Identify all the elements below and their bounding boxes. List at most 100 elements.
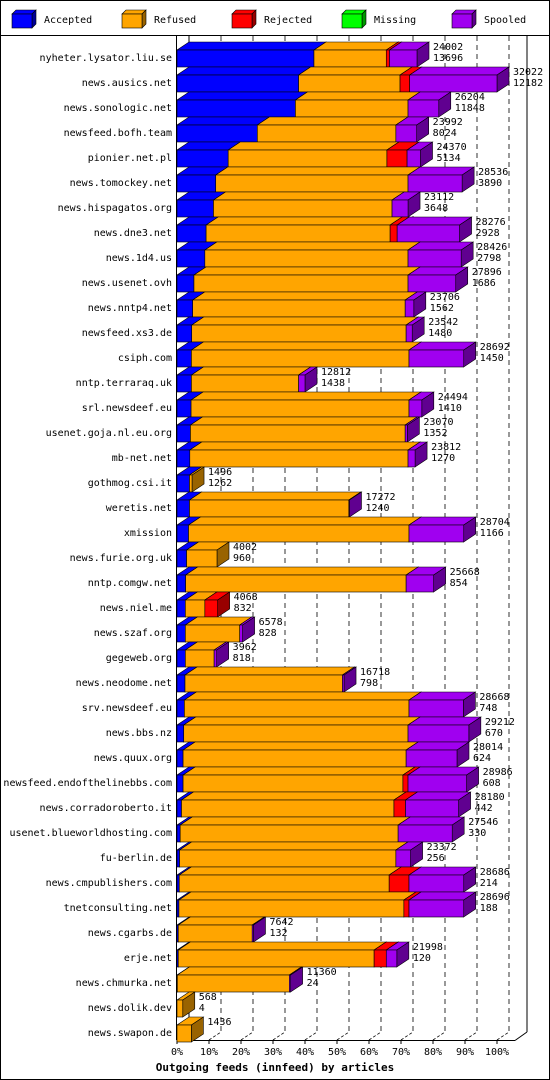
legend-swatch bbox=[11, 13, 33, 29]
bar-top bbox=[191, 291, 419, 301]
bar bbox=[176, 349, 192, 368]
bar-top bbox=[182, 741, 420, 751]
total-label: 27546 bbox=[468, 817, 498, 828]
bar bbox=[298, 374, 306, 393]
bar bbox=[190, 424, 406, 443]
bar bbox=[176, 274, 195, 293]
bar bbox=[289, 974, 291, 993]
accepted-label: 24 bbox=[307, 978, 319, 989]
bar-top bbox=[212, 191, 406, 201]
bar bbox=[176, 199, 214, 218]
bar bbox=[183, 724, 409, 743]
x-tick-label: 30% bbox=[264, 1047, 282, 1058]
bar bbox=[185, 574, 407, 593]
bar bbox=[348, 499, 350, 518]
y-tick-label: news.tomockey.net bbox=[70, 178, 172, 189]
total-label: 4002 bbox=[233, 542, 257, 553]
accepted-label: 11848 bbox=[455, 103, 485, 114]
legend-label: Refused bbox=[154, 15, 196, 26]
bar bbox=[179, 824, 399, 843]
y-tick-label: xmission bbox=[124, 528, 172, 539]
bar bbox=[184, 699, 410, 718]
bar-top bbox=[176, 66, 312, 76]
bar bbox=[402, 774, 409, 793]
bar bbox=[184, 674, 343, 693]
bar bbox=[295, 99, 409, 118]
bar-top bbox=[190, 366, 312, 376]
bar-top bbox=[227, 141, 400, 151]
accepted-label: 188 bbox=[480, 903, 498, 914]
accepted-label: 854 bbox=[450, 578, 468, 589]
y-tick-label: news.ausics.net bbox=[82, 78, 172, 89]
bar bbox=[395, 849, 411, 868]
bar-top bbox=[182, 716, 422, 726]
bar-top bbox=[179, 816, 412, 826]
accepted-label: 1410 bbox=[438, 403, 462, 414]
y-tick-label: fu-berlin.de bbox=[100, 853, 172, 864]
accepted-label: 132 bbox=[269, 928, 287, 939]
bar bbox=[176, 574, 186, 593]
y-tick-label: news.niel.me bbox=[100, 603, 172, 614]
bar-top bbox=[407, 716, 482, 726]
bar-top bbox=[188, 491, 362, 501]
bar-top bbox=[184, 566, 420, 576]
accepted-label: 818 bbox=[233, 653, 251, 664]
bar-top bbox=[176, 91, 309, 101]
bar bbox=[179, 849, 397, 868]
bar-top bbox=[182, 766, 416, 776]
legend-swatch bbox=[121, 13, 143, 29]
bar-top bbox=[312, 41, 400, 51]
accepted-label: 256 bbox=[427, 853, 445, 864]
y-tick-label: news.dolik.dev bbox=[88, 1003, 172, 1014]
bar bbox=[204, 249, 409, 268]
x-tick-label: 70% bbox=[392, 1047, 410, 1058]
bar bbox=[408, 349, 465, 368]
grid-line bbox=[400, 1031, 414, 1041]
y-tick-label: news.neodome.net bbox=[76, 678, 172, 689]
total-label: 3962 bbox=[233, 642, 257, 653]
bar bbox=[406, 149, 421, 168]
bar bbox=[193, 274, 409, 293]
accepted-label: 1270 bbox=[431, 453, 455, 464]
bar bbox=[176, 149, 229, 168]
y-tick-label: news.sonologic.net bbox=[64, 103, 172, 114]
bar bbox=[404, 424, 408, 443]
bar bbox=[176, 424, 191, 443]
bar bbox=[176, 449, 191, 468]
bar bbox=[409, 74, 498, 93]
bar bbox=[177, 924, 253, 943]
total-label: 28180 bbox=[475, 792, 505, 803]
bar bbox=[176, 174, 217, 193]
bar bbox=[185, 649, 215, 668]
accepted-label: 330 bbox=[468, 828, 486, 839]
bar bbox=[185, 624, 241, 643]
y-tick-label: newsfeed.endofthelinebbs.com bbox=[3, 778, 172, 789]
axis-line bbox=[514, 1031, 528, 1041]
y-tick-label: pionier.net.pl bbox=[88, 153, 172, 164]
total-label: 23070 bbox=[423, 417, 453, 428]
y-tick-label: erje.net bbox=[124, 953, 172, 964]
accepted-label: 214 bbox=[480, 878, 498, 889]
bar bbox=[393, 799, 406, 818]
bar-top bbox=[178, 841, 409, 851]
bar bbox=[176, 724, 185, 743]
bar bbox=[407, 174, 463, 193]
accepted-label: 5134 bbox=[437, 153, 461, 164]
bar bbox=[385, 949, 398, 968]
bar bbox=[385, 49, 390, 68]
bar bbox=[342, 674, 345, 693]
total-label: 23812 bbox=[431, 442, 461, 453]
bar bbox=[215, 174, 409, 193]
bar-top bbox=[188, 441, 422, 451]
total-label: 1496 bbox=[208, 467, 232, 478]
total-label: 28686 bbox=[480, 867, 510, 878]
legend-label: Missing bbox=[374, 15, 416, 26]
bar bbox=[408, 699, 464, 718]
bar-top bbox=[192, 266, 422, 276]
total-label: 28014 bbox=[473, 742, 503, 753]
bar bbox=[405, 799, 459, 818]
bar-top bbox=[176, 116, 271, 126]
accepted-label: 608 bbox=[483, 778, 501, 789]
bar bbox=[176, 49, 315, 68]
